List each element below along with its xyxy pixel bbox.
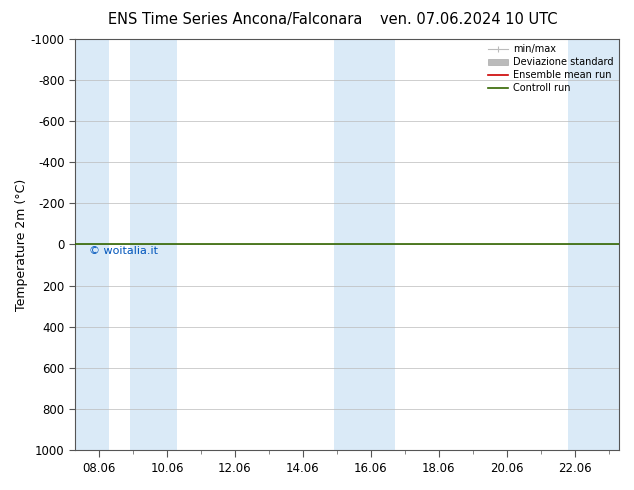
Bar xyxy=(568,39,619,450)
Text: © woitalia.it: © woitalia.it xyxy=(89,245,158,256)
Bar xyxy=(333,39,395,450)
Bar xyxy=(129,39,177,450)
Text: ENS Time Series Ancona/Falconara: ENS Time Series Ancona/Falconara xyxy=(108,12,362,27)
Y-axis label: Temperature 2m (°C): Temperature 2m (°C) xyxy=(15,178,28,311)
Bar xyxy=(75,39,109,450)
Text: ven. 07.06.2024 10 UTC: ven. 07.06.2024 10 UTC xyxy=(380,12,558,27)
Legend: min/max, Deviazione standard, Ensemble mean run, Controll run: min/max, Deviazione standard, Ensemble m… xyxy=(484,41,617,97)
